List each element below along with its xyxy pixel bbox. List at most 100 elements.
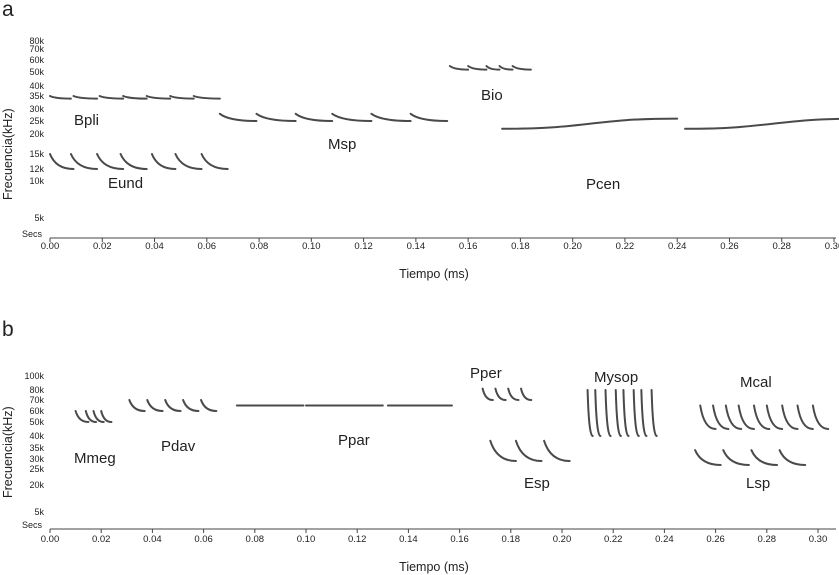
call-mark <box>481 387 494 401</box>
call-mark <box>49 153 75 170</box>
call-mark <box>699 404 717 430</box>
call-mark <box>128 399 146 412</box>
y-tick-label: 30k <box>29 104 44 114</box>
species-calls-pper <box>481 387 533 401</box>
x-tick-label: 0.06 <box>194 534 213 545</box>
y-tick-label: 80k <box>29 385 44 395</box>
y-tick-label: 80k <box>29 36 44 46</box>
y-tick-label: 40k <box>29 81 44 91</box>
call-mark <box>650 389 658 437</box>
call-mark <box>192 95 221 100</box>
x-tick-label: 0.28 <box>758 534 777 545</box>
x-tick-label: 0.04 <box>145 241 164 252</box>
y-tick-label: 35k <box>29 443 44 453</box>
call-mark <box>501 117 679 130</box>
x-tick-label: 0.18 <box>502 534 521 545</box>
call-mark <box>218 112 258 122</box>
species-label-mcal: Mcal <box>740 374 772 391</box>
call-mark <box>778 449 807 466</box>
species-calls-pdav <box>128 399 218 412</box>
species-calls-mcal <box>699 404 830 430</box>
call-mark <box>92 410 105 423</box>
call-mark <box>370 112 412 122</box>
call-mark <box>511 65 532 71</box>
y-tick-label: 5k <box>34 213 44 223</box>
call-mark <box>200 153 229 170</box>
call-mark <box>74 410 90 423</box>
panel-a-letter: a <box>2 0 14 21</box>
panel-a-xlabel: Tiempo (ms) <box>399 267 469 281</box>
species-label-bio: Bio <box>481 87 503 104</box>
species-calls-lsp <box>694 449 807 466</box>
call-mark <box>169 95 195 100</box>
x-tick-label: 0.22 <box>604 534 623 545</box>
x-tick-label: 0.20 <box>553 534 572 545</box>
x-tick-label: 0.18 <box>511 241 530 252</box>
call-mark <box>640 389 648 437</box>
y-tick-label: 25k <box>29 464 44 474</box>
panel-b-calls <box>74 387 830 466</box>
x-tick-label: 0.00 <box>41 241 60 252</box>
call-mark <box>145 95 172 100</box>
x-tick-label: 0.14 <box>399 534 418 545</box>
panel-a-species-labels: Bpli Eund Msp Bio Pcen <box>74 87 620 193</box>
x-tick-label: 0.02 <box>92 534 111 545</box>
x-tick-label: 0.14 <box>407 241 426 252</box>
species-calls-esp <box>489 439 571 462</box>
panel-b-secs-label: Secs <box>22 520 43 530</box>
call-mark <box>100 410 113 423</box>
call-mark <box>98 95 125 100</box>
call-mark <box>96 153 125 170</box>
call-mark <box>255 112 297 122</box>
panel-b: b Frecuencia(kHz) Tiempo (ms) Secs 0.00 0… <box>1 318 836 574</box>
x-tick-label: 0.16 <box>459 241 478 252</box>
species-label-esp: Esp <box>524 475 550 492</box>
call-mark <box>72 95 99 100</box>
y-tick-label: 35k <box>29 91 44 101</box>
panel-b-ylabel: Frecuencia(kHz) <box>1 406 15 498</box>
x-tick-label: 0.16 <box>450 534 469 545</box>
x-tick-label: 0.08 <box>250 241 269 252</box>
x-tick-label: 0.20 <box>563 241 582 252</box>
species-calls-msp <box>218 112 449 122</box>
call-mark <box>750 449 779 466</box>
species-calls-bpli <box>49 95 221 100</box>
call-mark <box>174 153 203 170</box>
call-mark <box>467 65 488 71</box>
x-tick-label: 0.12 <box>354 241 373 252</box>
call-mark <box>514 439 543 462</box>
call-mark <box>331 112 373 122</box>
y-tick-label: 5k <box>34 507 44 517</box>
x-tick-label: 0.30 <box>809 534 828 545</box>
y-tick-label: 50k <box>29 417 44 427</box>
x-tick-label: 0.24 <box>668 241 687 252</box>
call-mark <box>520 387 533 401</box>
panel-a-calls <box>49 65 839 170</box>
call-mark <box>543 439 571 462</box>
call-mark <box>49 95 72 100</box>
x-tick-label: 0.24 <box>655 534 674 545</box>
call-mark <box>119 153 148 170</box>
x-tick-label: 0.22 <box>616 241 635 252</box>
x-tick-label: 0.06 <box>198 241 217 252</box>
x-tick-label: 0.00 <box>41 534 60 545</box>
call-mark <box>765 404 784 430</box>
y-tick-label: 60k <box>29 406 44 416</box>
panel-b-species-labels: Mmeg Pdav Ppar Pper Esp Mysop Mcal Lsp <box>74 365 772 492</box>
species-label-lsp: Lsp <box>746 475 770 492</box>
panel-a-x-ticks: 0.00 0.02 0.04 0.06 0.08 0.10 0.12 0.14 0.16 0.18… <box>41 238 839 252</box>
call-mark <box>737 404 755 430</box>
call-mark <box>494 387 507 401</box>
call-mark <box>150 153 177 170</box>
y-tick-label: 40k <box>29 431 44 441</box>
call-mark <box>712 404 730 430</box>
panel-a-ylabel: Frecuencia(kHz) <box>1 108 15 200</box>
call-mark <box>694 449 722 466</box>
x-tick-label: 0.26 <box>720 241 739 252</box>
call-mark <box>294 112 334 122</box>
species-label-pcen: Pcen <box>586 176 620 193</box>
species-label-bpli: Bpli <box>74 112 99 129</box>
y-tick-label: 70k <box>29 44 44 54</box>
